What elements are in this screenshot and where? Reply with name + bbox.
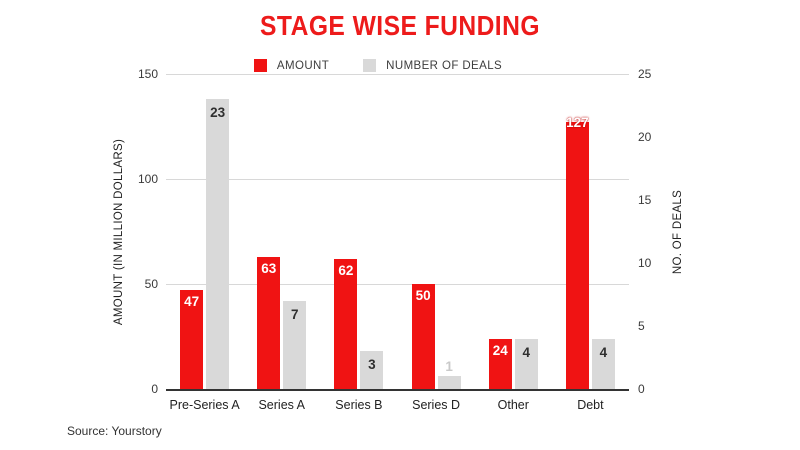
label-amount-series-a: 63 <box>261 260 277 276</box>
bar-deals-other: 4 <box>514 338 538 389</box>
category-label-series-b: Series B <box>335 398 383 412</box>
gridline-50 <box>166 284 629 285</box>
right-tick-0: 0 <box>638 382 645 396</box>
legend-item-amount: AMOUNT <box>253 59 330 72</box>
bar-amount-other: 24 <box>488 338 512 389</box>
right-tick-20: 20 <box>638 130 652 144</box>
category-label-series-d: Series D <box>412 398 461 412</box>
label-deals-debt: 4 <box>599 344 608 360</box>
gridline-150 <box>166 74 629 75</box>
band-series-b: 62 3 <box>320 74 397 389</box>
left-axis-title: AMOUNT (IN MILLION DOLLARS) <box>113 138 126 325</box>
plot-area: 0 50 100 150 0 5 10 15 20 25 Pre-Series A 47 23 Serie… <box>138 67 651 412</box>
label-deals-series-a: 7 <box>290 306 299 322</box>
label-deals-pre-series-a: 23 <box>210 105 226 121</box>
right-tick-15: 15 <box>638 193 652 207</box>
label-deals-series-d: 1 <box>445 359 453 375</box>
band-series-a: 63 7 <box>243 74 320 389</box>
label-amount-series-b: 62 <box>338 262 354 278</box>
bar-amount-series-a: 63 <box>257 256 281 389</box>
source-note: Source: Yourstory <box>67 424 162 438</box>
bar-amount-pre-series-a: 47 <box>180 290 204 389</box>
legend-swatch-deals <box>363 59 377 72</box>
chart-title: STAGE WISE FUNDING <box>260 10 540 41</box>
bar-amount-series-b: 62 <box>334 258 358 389</box>
bar-deals-series-a: 7 <box>283 300 307 389</box>
left-tick-150: 150 <box>137 67 158 81</box>
chart-legend: AMOUNT NUMBER OF DEALS <box>0 59 756 72</box>
left-tick-50: 50 <box>144 277 158 291</box>
bar-deals-pre-series-a: 23 <box>206 99 230 389</box>
bar-deals-series-d: 1 <box>437 359 461 389</box>
right-axis-title: NO. OF DEALS <box>672 189 684 274</box>
right-tick-5: 5 <box>638 319 645 333</box>
category-label-debt: Debt <box>577 398 604 412</box>
right-tick-25: 25 <box>638 67 652 81</box>
left-tick-100: 100 <box>137 172 158 186</box>
left-tick-0: 0 <box>151 382 158 396</box>
legend-label-amount: AMOUNT <box>276 59 330 72</box>
legend-swatch-amount <box>253 59 267 72</box>
category-label-series-a: Series A <box>258 398 306 412</box>
bar-deals-debt: 4 <box>591 338 615 389</box>
category-label-pre-series-a: Pre-Series A <box>169 398 240 412</box>
label-amount-other: 24 <box>492 342 508 358</box>
label-deals-other: 4 <box>522 344 530 360</box>
gridline-100 <box>166 179 629 180</box>
band-series-d: 50 1 <box>398 74 475 389</box>
bar-amount-debt: 127 <box>565 115 589 389</box>
label-deals-series-b: 3 <box>368 357 376 373</box>
band-debt: 127 4 <box>552 74 629 389</box>
band-pre-series-a: 47 23 <box>166 74 243 389</box>
legend-label-deals: NUMBER OF DEALS <box>386 59 503 72</box>
bar-amount-series-d: 50 <box>411 284 435 389</box>
band-other: 24 4 <box>475 74 552 389</box>
legend-item-deals: NUMBER OF DEALS <box>363 59 502 72</box>
label-amount-debt: 127 <box>566 115 589 131</box>
category-label-other: Other <box>497 398 529 412</box>
label-amount-pre-series-a: 47 <box>184 294 200 310</box>
right-tick-10: 10 <box>638 256 652 270</box>
bar-deals-series-b: 3 <box>360 351 384 389</box>
label-amount-series-d: 50 <box>415 288 431 303</box>
